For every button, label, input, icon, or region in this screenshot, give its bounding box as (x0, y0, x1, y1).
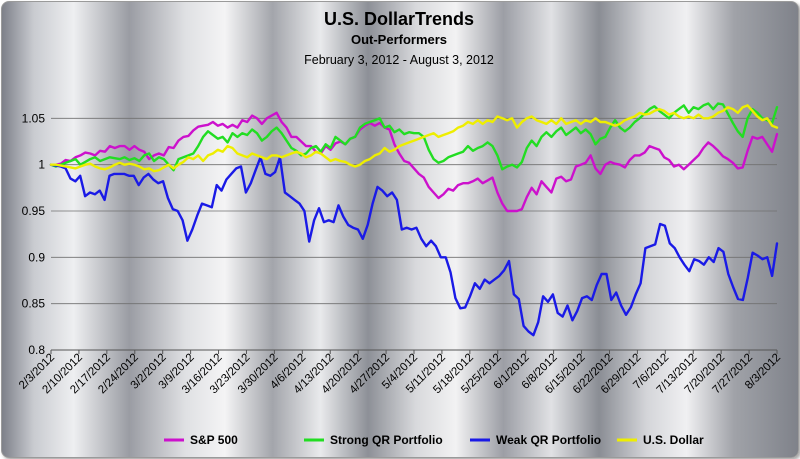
legend-label-0: S&P 500 (190, 433, 238, 447)
y-tick-label: 0.85 (22, 297, 46, 311)
y-tick-label: 0.9 (28, 250, 45, 264)
legend: S&P 500 Strong QR Portfolio Weak QR Portfo… (164, 433, 704, 447)
legend-label-1: Strong QR Portfolio (330, 433, 443, 447)
chart-subtitle: Out-Performers (351, 32, 447, 47)
x-axis-ticks: 2/3/20122/10/20122/17/20122/24/20123/2/2… (17, 350, 783, 396)
legend-label-3: U.S. Dollar (643, 433, 704, 447)
y-tick-label: 1.05 (22, 111, 46, 125)
date-range: February 3, 2012 - August 3, 2012 (304, 53, 494, 67)
series-line-3 (49, 104, 779, 173)
series-line-2 (49, 156, 779, 337)
y-tick-label: 0.95 (22, 204, 46, 218)
series-line-0 (49, 111, 779, 213)
chart-title: U.S. DollarTrends (324, 9, 474, 29)
legend-label-2: Weak QR Portfolio (496, 433, 601, 447)
y-axis-ticks: 0.8 0.85 0.9 0.95 1 1.05 (22, 111, 46, 357)
y-tick-label: 1 (38, 158, 45, 172)
y-tick-label: 0.8 (28, 343, 45, 357)
series-lines (49, 102, 779, 337)
